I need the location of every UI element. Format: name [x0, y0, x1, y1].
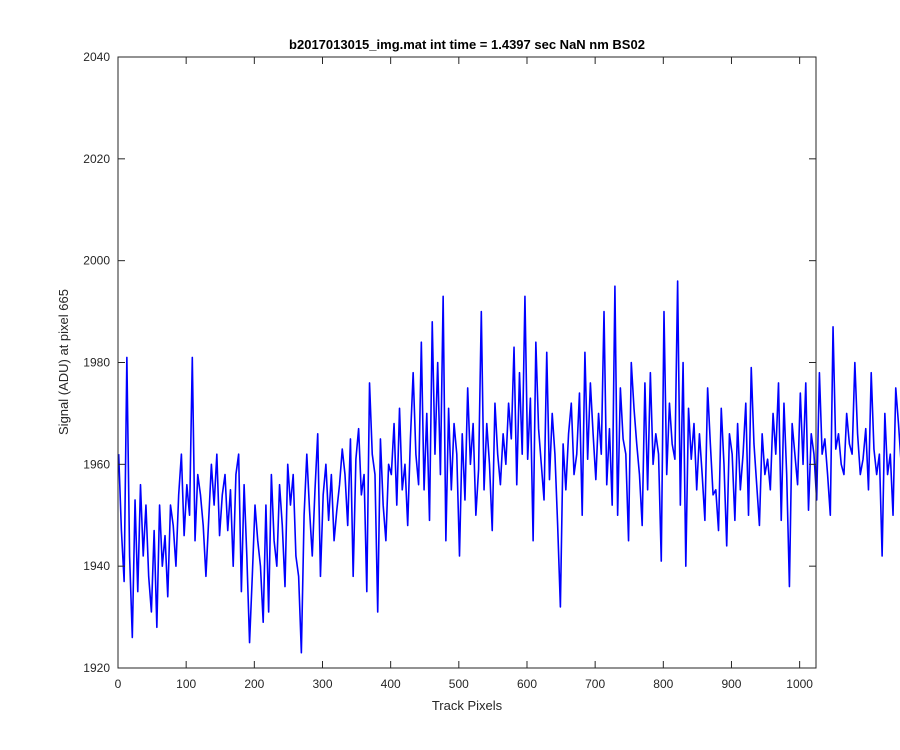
plot-area	[118, 57, 816, 668]
y-tick-label: 1920	[83, 661, 110, 675]
y-axis-label: Signal (ADU) at pixel 665	[56, 289, 71, 435]
x-tick-label: 300	[312, 677, 332, 691]
x-tick-label: 100	[176, 677, 196, 691]
x-tick-label: 0	[115, 677, 122, 691]
x-tick-label: 800	[653, 677, 673, 691]
x-tick-label: 600	[517, 677, 537, 691]
series-line	[117, 280, 900, 654]
y-tick-label: 1940	[83, 559, 110, 573]
x-tick-label: 900	[721, 677, 741, 691]
y-tick-label: 1980	[83, 356, 110, 370]
y-tick-label: 2020	[83, 152, 110, 166]
x-axis-label: Track Pixels	[432, 698, 503, 713]
x-tick-label: 200	[244, 677, 264, 691]
y-axis: 1920 1940 1960 1980 2000 2020 2040	[83, 50, 816, 675]
x-tick-label: 1000	[786, 677, 813, 691]
y-tick-label: 2000	[83, 254, 110, 268]
chart-title: b2017013015_img.mat int time = 1.4397 se…	[289, 37, 645, 52]
y-tick-label: 1960	[83, 457, 110, 471]
x-tick-label: 700	[585, 677, 605, 691]
series-layer	[117, 280, 900, 654]
y-tick-label: 2040	[83, 50, 110, 64]
x-tick-label: 400	[381, 677, 401, 691]
x-tick-label: 500	[449, 677, 469, 691]
x-axis: 0 100 200 300 400 500 600 700 800 900 1000	[115, 57, 813, 691]
